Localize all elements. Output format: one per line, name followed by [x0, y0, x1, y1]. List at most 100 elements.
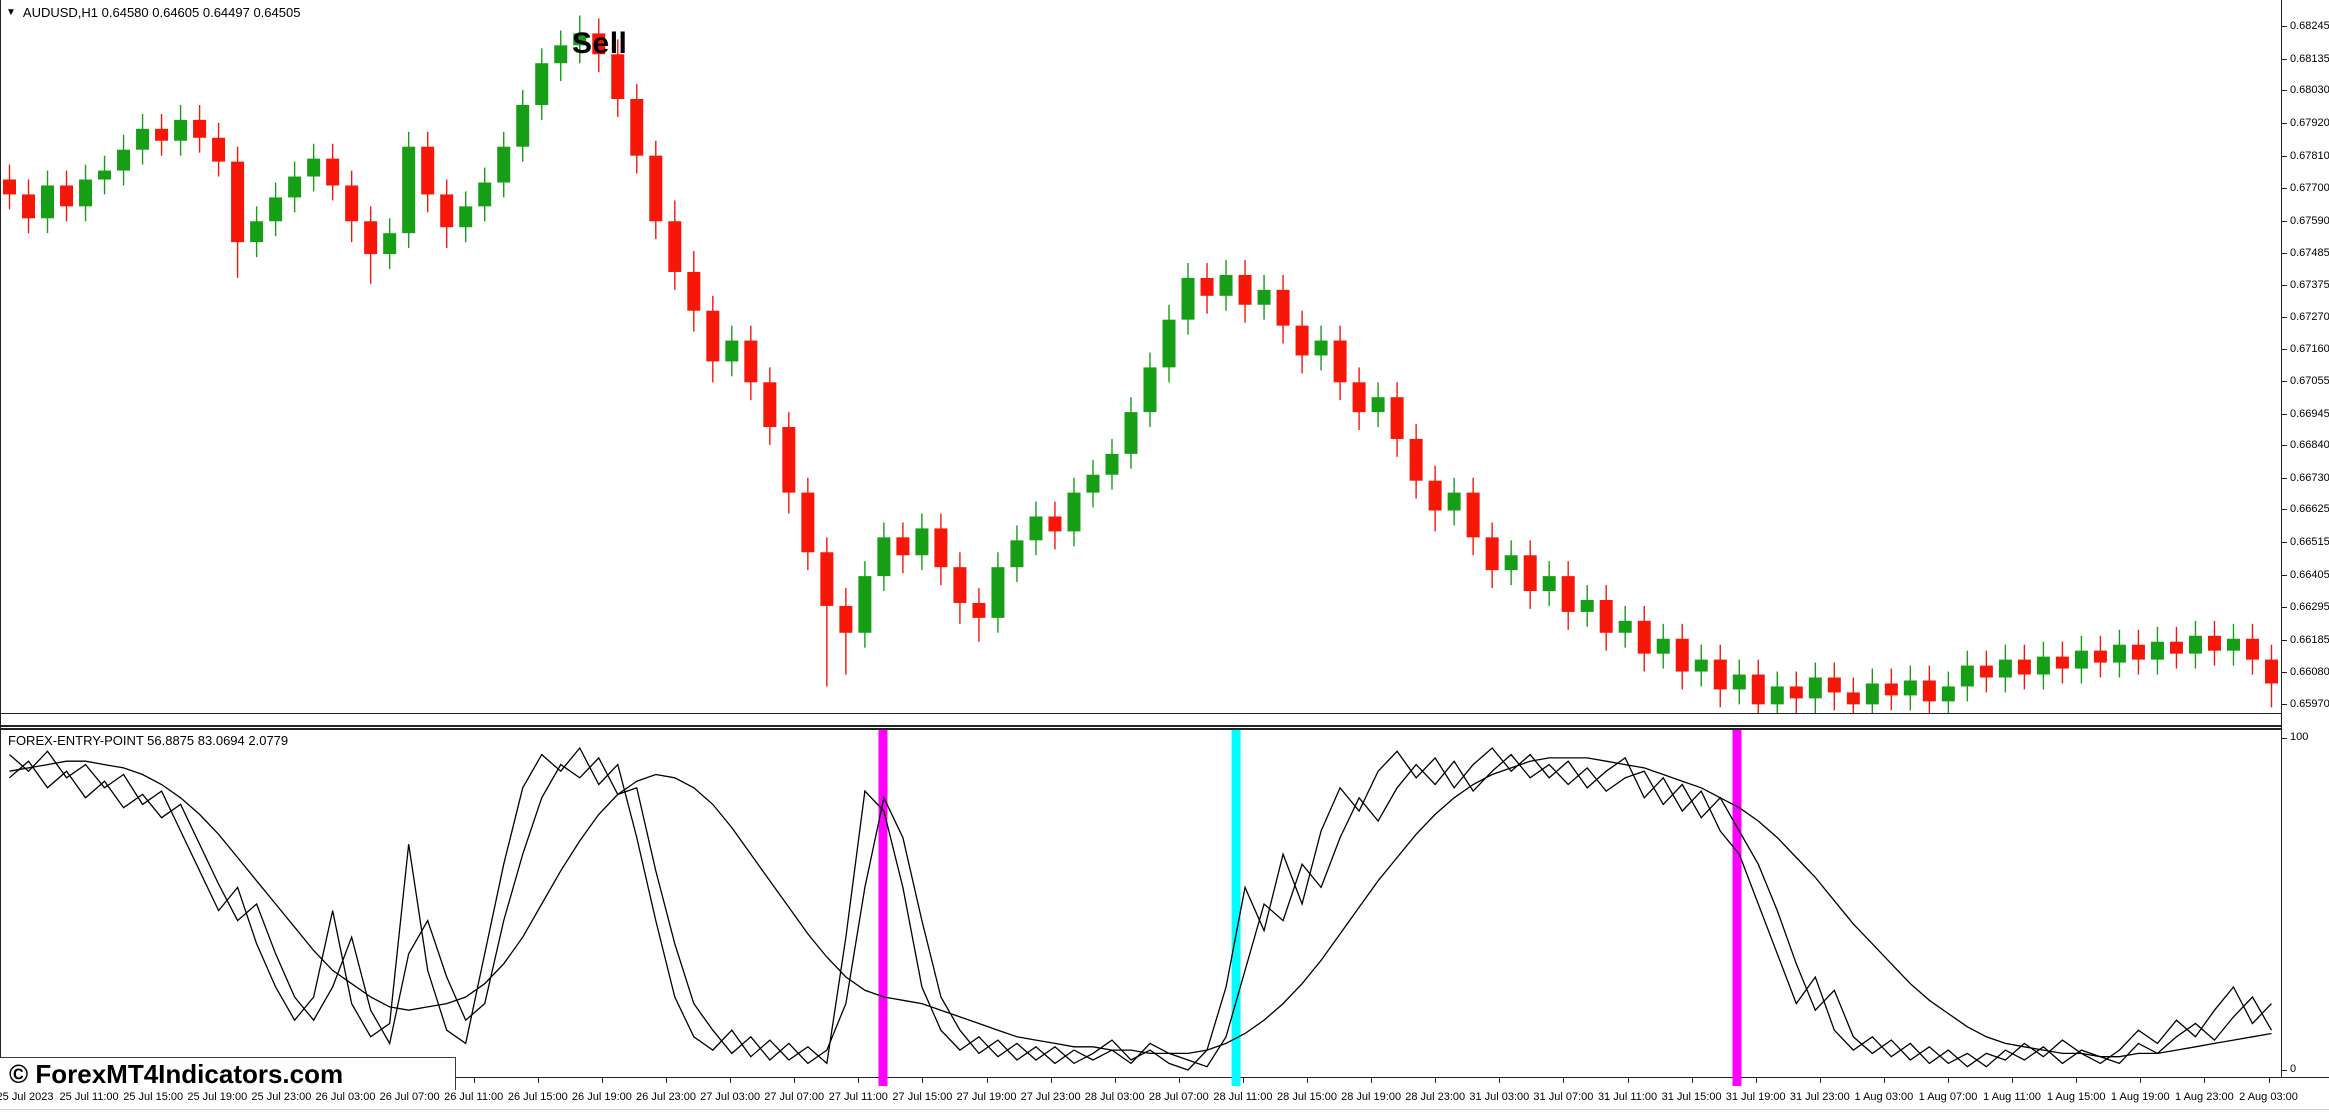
symbol-ohlc-text: AUDUSD,H1 0.64580 0.64605 0.64497 0.6450…	[22, 5, 301, 20]
time-axis-label: 31 Jul 19:00	[1725, 1091, 1786, 1103]
price-axis-label: 0.66730	[2290, 471, 2329, 484]
candle	[877, 522, 891, 592]
indicator-line-slow	[9, 753, 2273, 1068]
price-pane-bottom-border	[0, 713, 2281, 714]
indicator-axis-tick	[2281, 738, 2287, 739]
price-axis-tick	[2281, 58, 2287, 60]
candle	[649, 140, 663, 240]
price-axis-label: 0.66515	[2290, 535, 2329, 548]
candle	[801, 477, 815, 571]
watermark-link[interactable]: © ForexMT4Indicators.com	[0, 1057, 456, 1090]
candle	[1694, 644, 1708, 687]
cyan-signal-line[interactable]	[1231, 730, 1241, 1086]
candle	[1656, 623, 1670, 669]
price-axis-tick	[2281, 155, 2287, 157]
candle	[592, 18, 606, 73]
price-axis-label: 0.67270	[2290, 310, 2329, 323]
candle	[1979, 650, 1993, 693]
magenta-signal-line-2[interactable]	[1732, 730, 1742, 1086]
candle	[1903, 665, 1917, 711]
indicator-axis-label: 100	[2290, 731, 2309, 743]
candle	[1067, 477, 1081, 547]
time-axis-tick	[1755, 1078, 1757, 1083]
time-axis-label: 25 Jul 23:00	[251, 1091, 312, 1103]
time-axis-tick	[1627, 1078, 1629, 1083]
pane-separator-lower[interactable]	[0, 728, 2281, 730]
time-axis-label: 26 Jul 15:00	[507, 1091, 568, 1103]
candle	[630, 84, 644, 174]
price-axis-tick	[2281, 704, 2287, 706]
time-axis-tick	[2204, 1078, 2206, 1083]
candle	[2188, 620, 2202, 669]
candle	[2093, 635, 2107, 678]
time-axis-tick	[2012, 1078, 2014, 1083]
candle	[858, 561, 872, 648]
candle	[991, 552, 1005, 633]
time-axis-label: 28 Jul 19:00	[1341, 1091, 1402, 1103]
candle	[1922, 665, 1936, 714]
candle	[1200, 263, 1214, 314]
price-axis-tick	[2281, 640, 2287, 642]
time-axis-tick	[922, 1078, 924, 1083]
time-axis-tick	[537, 1078, 539, 1083]
price-axis-tick	[2281, 90, 2287, 92]
candle	[896, 522, 910, 574]
price-axis-tick	[2281, 221, 2287, 223]
time-axis-label: 27 Jul 23:00	[1020, 1091, 1081, 1103]
price-axis-label: 0.66945	[2290, 407, 2329, 420]
candle	[1447, 477, 1461, 526]
indicator-line-signal	[9, 757, 2272, 1058]
candle	[1390, 382, 1404, 457]
time-axis-label: 31 Jul 03:00	[1469, 1091, 1530, 1103]
time-axis-label: 26 Jul 19:00	[571, 1091, 632, 1103]
candle	[1808, 662, 1822, 714]
watermark-text: © ForexMT4Indicators.com	[9, 1059, 344, 1089]
time-axis-label: 28 Jul 15:00	[1277, 1091, 1337, 1103]
candle	[1675, 623, 1689, 690]
time-axis-tick	[666, 1078, 667, 1083]
candle	[1124, 397, 1138, 469]
pane-separator[interactable]	[0, 725, 2281, 727]
time-axis-tick	[1307, 1078, 1308, 1083]
candle	[668, 200, 682, 290]
time-axis-label: 25 Jul 11:00	[59, 1091, 119, 1103]
candle	[1143, 352, 1157, 428]
time-axis-label: 26 Jul 11:00	[444, 1091, 504, 1103]
candle	[459, 191, 473, 243]
time-axis-tick	[1563, 1078, 1565, 1083]
candle	[1314, 325, 1328, 371]
price-axis-tick	[2281, 188, 2287, 190]
time-axis-label: 1 Aug 19:00	[2110, 1091, 2170, 1103]
symbol-dropdown-icon[interactable]: ▼	[6, 7, 16, 18]
candle	[1618, 605, 1632, 648]
time-axis-label: 27 Jul 11:00	[828, 1091, 888, 1103]
time-axis-tick	[1499, 1078, 1501, 1083]
price-chart-pane	[3, 15, 2278, 714]
time-axis-tick	[2140, 1078, 2142, 1083]
price-axis-label: 0.67590	[2290, 215, 2329, 228]
bottom-divider	[0, 1109, 2329, 1110]
candle	[1846, 677, 1860, 714]
candle	[1751, 659, 1765, 714]
price-axis-tick	[2281, 444, 2287, 446]
price-axis-tick	[2281, 477, 2287, 479]
magenta-signal-line-1[interactable]	[878, 730, 888, 1086]
candle	[516, 90, 530, 162]
candle	[2226, 623, 2240, 666]
candle	[1599, 585, 1613, 651]
candle	[79, 164, 93, 222]
price-axis-tick	[2281, 541, 2287, 543]
candle	[706, 295, 720, 383]
candle	[2017, 644, 2031, 690]
price-axis-tick	[2281, 509, 2287, 511]
price-axis-tick	[2281, 671, 2287, 673]
candle	[250, 206, 264, 258]
candle	[1257, 274, 1271, 320]
time-axis-label: 28 Jul 07:00	[1148, 1091, 1209, 1103]
time-axis-tick	[1691, 1078, 1693, 1083]
time-axis-tick	[986, 1078, 988, 1083]
time-axis-label: 31 Jul 07:00	[1533, 1091, 1594, 1103]
time-axis: 25 Jul 2023 25 Jul 11:00 25 Jul 15:00 25 Ju…	[0, 1077, 2329, 1110]
time-axis-label: 31 Jul 15:00	[1661, 1091, 1722, 1103]
